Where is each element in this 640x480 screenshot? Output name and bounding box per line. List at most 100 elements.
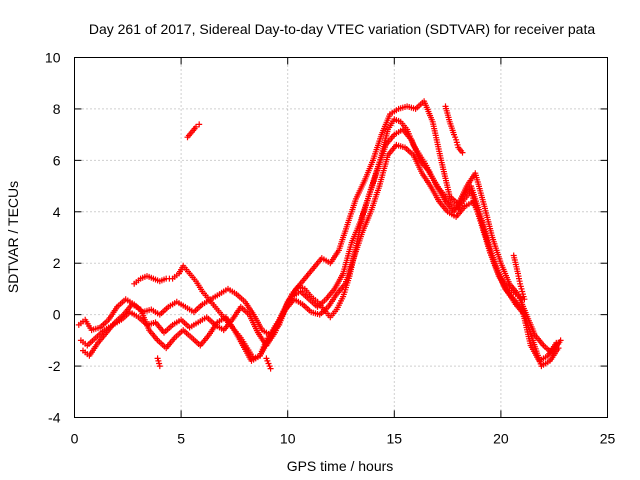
data-point-trace [281,306,288,313]
axis-ticks [74,57,608,418]
data-point-trace [240,297,247,304]
data-point-trace [435,196,441,203]
data-point-trace [319,304,326,311]
y-tick-label: -4 [48,410,61,426]
data-point-trace [556,339,563,346]
data-point-trace [393,107,400,114]
data-point-trace [321,297,328,304]
data-point-trace [112,305,119,312]
data-point-trace [352,247,359,253]
x-tick-labels: 0 5 10 15 20 25 [71,431,616,447]
data-point-trace [402,124,409,131]
data-point-trace [254,353,261,360]
data-point-trace [91,336,98,343]
data-point-trace [390,118,396,125]
x-tick-label: 5 [177,431,185,447]
data-point-trace [103,318,110,325]
data-point-trace [343,223,350,230]
data-point-trace [486,247,493,254]
data-point-trace [253,327,260,334]
x-tick-label: 25 [600,431,616,447]
data-point [196,121,203,128]
data-point-trace [156,360,163,367]
data-point-trace [443,207,450,214]
data-point-trace [384,128,391,135]
y-axis-label: SDTVAR / TECUs [5,181,21,293]
data-point-trace [308,267,315,274]
x-tick-label: 10 [280,431,296,447]
data-point-trace [185,268,191,275]
data-point-trace [330,287,337,294]
y-tick-label: 2 [53,255,61,271]
data-point-trace [367,210,373,217]
data-point-trace [150,320,157,326]
data-point-trace [198,286,205,293]
data-point-trace [510,289,517,296]
data-point-trace [332,308,339,315]
data-point-trace [332,292,339,299]
data-point-trace [135,305,142,312]
data-point-trace [446,116,453,123]
data-point-trace [297,300,304,307]
data-point-trace [395,117,402,124]
data-point-trace [386,113,393,120]
y-tick-label: 4 [53,204,61,220]
y-tick-label: -2 [48,358,61,374]
data-point-trace [231,289,238,296]
data-point-trace [554,346,561,353]
y-tick-label: 8 [53,101,61,117]
data-point-trace [193,320,199,327]
data-point-trace [293,285,300,292]
data-point-trace [146,307,153,314]
x-tick-label: 0 [71,431,79,447]
data-point-trace [244,310,251,317]
data-point-trace [204,294,211,301]
data-point-trace [173,272,180,279]
data-point-trace [204,333,211,340]
data-point-trace [544,359,551,366]
data-point-trace [454,141,461,148]
data-point-trace [375,185,382,192]
data-point-trace [392,143,398,150]
data-points [75,98,564,372]
data-point-trace [539,340,546,347]
data-point-trace [236,332,243,339]
data-point-trace [118,313,125,320]
data-point-trace [145,325,152,331]
data-point-trace [410,105,417,112]
data-point-trace [428,116,435,123]
data-point-trace [504,284,511,290]
data-point-trace [437,155,444,162]
data-point-trace [210,302,217,308]
data-point-trace [514,268,521,275]
data-point-trace [348,241,355,248]
data-point-trace [217,309,223,316]
x-axis-label: GPS time / hours [287,458,394,474]
data-point-trace [408,150,415,157]
y-tick-label: 10 [45,50,61,66]
data-point-trace [428,173,435,180]
data-point-trace [187,333,194,340]
data-point-trace [542,354,549,361]
data-point-trace [93,341,100,348]
data-point-trace [87,325,94,331]
data-point-trace [426,181,433,188]
y-tick-label: 0 [53,307,61,323]
data-point-trace [552,341,559,348]
data-point-trace [511,299,518,306]
data-point-trace [264,357,271,364]
data-point-trace [497,258,504,265]
data-point-trace [249,353,256,360]
data-point-trace [447,199,454,206]
data-point-trace [135,277,142,284]
data-point-trace [197,302,204,309]
data-point-trace [518,285,525,292]
data-point-trace [339,295,346,302]
data-point-trace [148,274,155,281]
data-point-trace [531,330,538,337]
data-point-trace [312,297,319,304]
data-point-trace [191,125,198,132]
data-point-trace [371,175,378,182]
data-point-trace [446,191,453,198]
